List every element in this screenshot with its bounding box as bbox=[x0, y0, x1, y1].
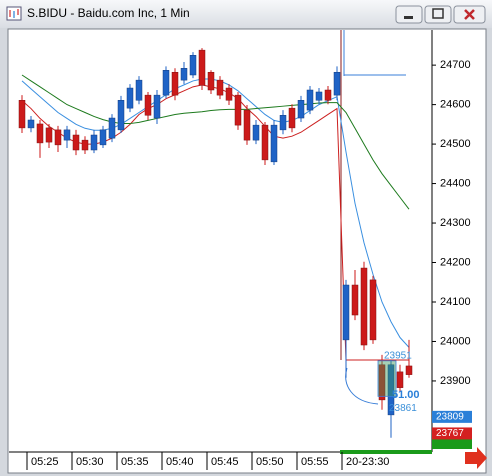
annotation-label: 23861 bbox=[389, 403, 417, 414]
x-tick-label: 05:35 bbox=[121, 456, 149, 468]
candle-body bbox=[180, 68, 188, 81]
candle-body bbox=[99, 129, 107, 146]
measure-label: 51.00 bbox=[392, 389, 420, 401]
y-tick-label: 23900 bbox=[440, 375, 471, 387]
candle-body bbox=[81, 139, 89, 151]
price-tag-label: 23767 bbox=[436, 428, 464, 439]
maximize-button[interactable] bbox=[424, 5, 452, 24]
candle-body bbox=[27, 119, 35, 129]
candle-body bbox=[297, 100, 305, 119]
candle-body bbox=[405, 365, 413, 375]
y-tick-label: 24000 bbox=[440, 335, 471, 347]
candle-body bbox=[396, 371, 404, 388]
y-tick-label: 24100 bbox=[440, 296, 471, 308]
candle-body bbox=[252, 124, 260, 141]
x-tick-label: 05:30 bbox=[76, 456, 104, 468]
x-tick-label: 05:50 bbox=[256, 456, 284, 468]
candle-body bbox=[126, 87, 134, 109]
price-tag bbox=[432, 410, 472, 423]
y-tick-label: 24600 bbox=[440, 99, 471, 111]
candle-body bbox=[333, 71, 341, 96]
time-bar bbox=[340, 450, 432, 454]
candle-body bbox=[135, 79, 143, 101]
plot: 23900 24000 24100 24200 24300 24400 24500 24600… bbox=[18, 48, 472, 470]
close-button[interactable] bbox=[453, 5, 486, 24]
window-icon bbox=[6, 6, 22, 21]
minimize-button[interactable] bbox=[395, 5, 423, 24]
measure-box bbox=[377, 360, 397, 397]
candle-body bbox=[144, 94, 152, 116]
chart-area bbox=[7, 28, 487, 474]
y-tick-label: 24300 bbox=[440, 217, 471, 229]
annotation-label: 23951 bbox=[384, 350, 412, 361]
candle-body bbox=[324, 89, 332, 101]
x-tick-label: 05:40 bbox=[166, 456, 194, 468]
candle-body bbox=[216, 79, 224, 96]
price-tag bbox=[432, 427, 472, 440]
candle-body bbox=[279, 115, 287, 131]
candle-body bbox=[261, 124, 269, 161]
candle-body bbox=[351, 284, 359, 316]
price-tag-hidden bbox=[432, 438, 472, 449]
x-tick-label: 05:45 bbox=[211, 456, 239, 468]
candle-body bbox=[63, 129, 71, 141]
y-tick-label: 24700 bbox=[440, 59, 471, 71]
y-tick-label: 24500 bbox=[440, 138, 471, 150]
y-tick-label: 24400 bbox=[440, 177, 471, 189]
candle-body bbox=[117, 100, 125, 131]
moving-average bbox=[21, 74, 410, 210]
candle-body bbox=[234, 94, 242, 126]
candle-body bbox=[243, 109, 251, 141]
candle-body bbox=[387, 364, 395, 416]
candle-body bbox=[360, 267, 368, 346]
candle-body bbox=[90, 134, 98, 151]
window-title: S.BIDU - Baidu.com Inc, 1 Min bbox=[27, 6, 190, 20]
candle-body bbox=[108, 117, 116, 139]
candle-body bbox=[369, 279, 377, 341]
y-tick-label: 24200 bbox=[440, 256, 471, 268]
x-tick-label: 05:55 bbox=[301, 456, 329, 468]
candle-body bbox=[342, 284, 350, 341]
candle-body bbox=[198, 49, 206, 86]
candle-body bbox=[153, 94, 161, 119]
candle-body bbox=[18, 100, 26, 129]
candle-body bbox=[315, 91, 323, 101]
candle-body bbox=[306, 89, 314, 111]
moving-average bbox=[21, 78, 410, 348]
x-tick-label: 05:25 bbox=[31, 456, 59, 468]
x-tick-label: 20-23:30 bbox=[346, 456, 389, 468]
candle-body bbox=[207, 71, 215, 91]
candle-body bbox=[45, 127, 53, 143]
candle-body bbox=[270, 124, 278, 163]
candle-body bbox=[171, 71, 179, 96]
price-tag-label: 23809 bbox=[436, 412, 464, 423]
candle-body bbox=[225, 87, 233, 101]
candle-body bbox=[378, 364, 386, 401]
candle-body bbox=[288, 107, 296, 129]
candle-body bbox=[189, 55, 197, 76]
scroll-arrow bbox=[465, 447, 487, 469]
candle-body bbox=[72, 134, 80, 151]
candle-body bbox=[36, 123, 44, 144]
candle-body bbox=[54, 129, 62, 146]
candle-body bbox=[162, 70, 170, 96]
